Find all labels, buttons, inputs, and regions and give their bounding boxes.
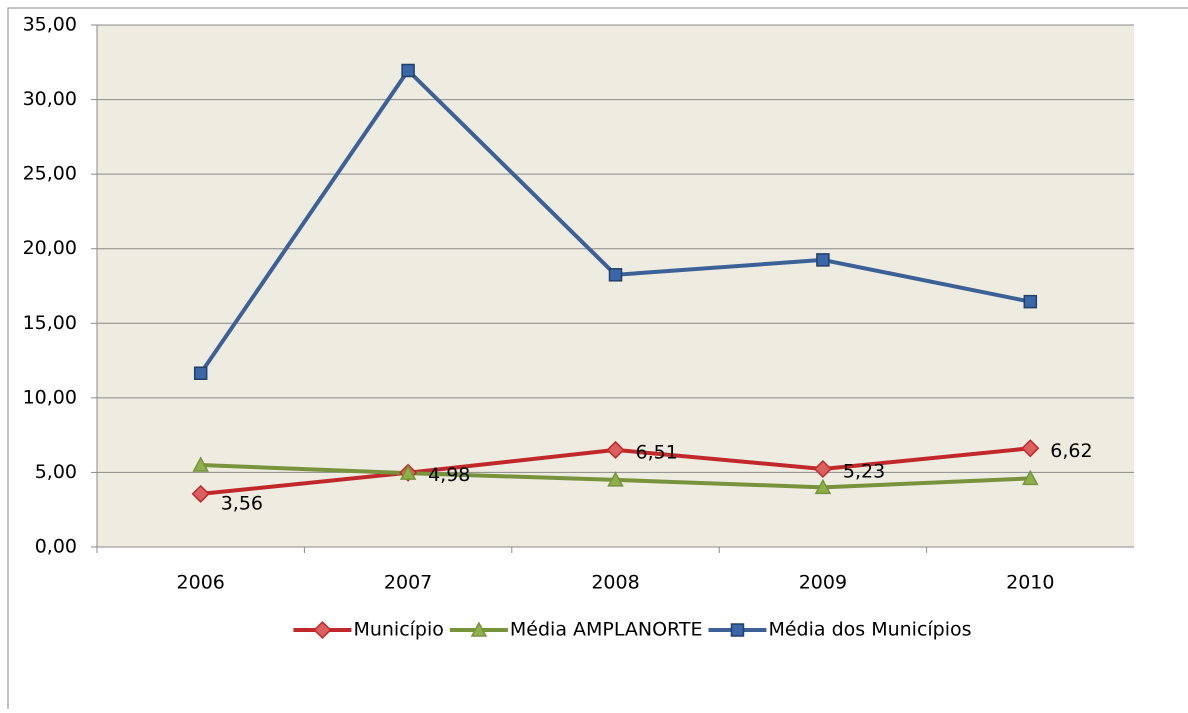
marker: [192, 456, 209, 472]
marker: [813, 459, 832, 479]
legend-marker: [470, 621, 488, 637]
y-tick-label: 15,00: [23, 312, 77, 334]
legend-label: Média AMPLANORTE: [510, 619, 703, 641]
marker: [816, 253, 830, 267]
data-label: 4,98: [428, 464, 470, 486]
legend-label: Município: [353, 619, 443, 641]
data-label: 3,56: [221, 492, 263, 514]
data-label: 6,62: [1050, 440, 1092, 462]
marker: [401, 63, 415, 78]
x-tick-label: 2007: [384, 572, 432, 594]
y-tick-label: 5,00: [35, 461, 77, 483]
x-tick-label: 2006: [177, 572, 225, 594]
data-label: 6,51: [636, 441, 678, 463]
marker: [1022, 469, 1039, 486]
legend-label: Média dos Municípios: [768, 619, 971, 641]
y-tick-label: 25,00: [23, 163, 77, 185]
marker: [1023, 294, 1038, 309]
marker: [608, 268, 623, 282]
x-tick-label: 2009: [799, 572, 847, 594]
marker: [606, 440, 625, 459]
y-tick-label: 0,00: [35, 536, 77, 558]
marker: [193, 366, 208, 380]
marker: [814, 478, 832, 495]
marker: [399, 464, 417, 480]
x-tick-label: 2010: [1006, 572, 1054, 594]
legend-marker: [313, 620, 332, 640]
data-label: 5,23: [843, 460, 885, 482]
y-tick-label: 10,00: [23, 386, 77, 408]
marker: [607, 471, 624, 487]
y-tick-label: 35,00: [23, 14, 77, 36]
marker: [191, 484, 210, 503]
legend-marker: [730, 623, 745, 637]
y-tick-label: 30,00: [23, 88, 77, 110]
y-tick-label: 20,00: [23, 237, 77, 259]
marker: [1021, 439, 1040, 458]
x-tick-label: 2008: [591, 572, 639, 594]
